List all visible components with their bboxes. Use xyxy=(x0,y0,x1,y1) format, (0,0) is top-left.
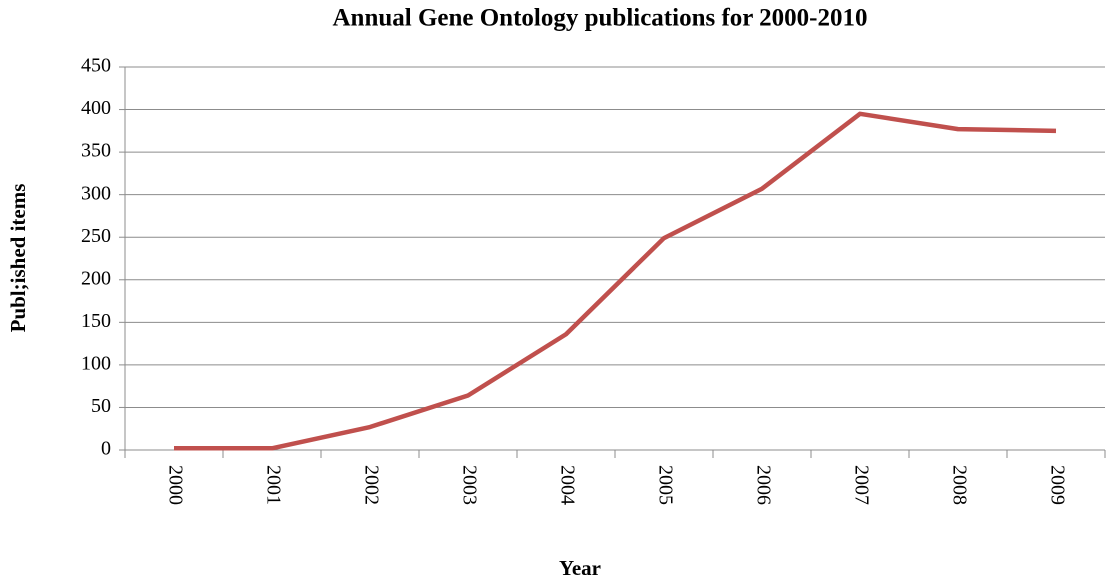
data-line xyxy=(174,111,1057,451)
y-tick-label: 0 xyxy=(101,438,111,460)
x-tick-label: 2003 xyxy=(458,465,480,505)
x-tick-label: 2001 xyxy=(262,465,284,505)
y-tick-label: 450 xyxy=(81,55,111,77)
y-tick-label: 250 xyxy=(81,225,111,247)
y-tick-label: 350 xyxy=(81,140,111,162)
y-axis-label: Publ;ished items xyxy=(6,184,30,333)
x-axis-label: Year xyxy=(559,556,601,580)
x-tick-label: 2008 xyxy=(948,465,970,505)
y-tick-label: 300 xyxy=(81,182,111,204)
x-tick-label: 2004 xyxy=(556,465,578,505)
x-tick-label: 2002 xyxy=(360,465,382,505)
y-tick-label: 100 xyxy=(81,352,111,374)
x-tick-label: 2006 xyxy=(752,465,774,505)
x-tick-label: 2000 xyxy=(164,465,186,505)
x-tick-label: 2005 xyxy=(654,465,676,505)
y-tick-label: 200 xyxy=(81,267,111,289)
chart-title: Annual Gene Ontology publications for 20… xyxy=(332,5,867,32)
y-tick-label: 400 xyxy=(81,97,111,119)
y-tick-label: 50 xyxy=(91,395,111,417)
x-tick-label: 2009 xyxy=(1046,465,1068,505)
x-tick-label: 2007 xyxy=(850,465,872,505)
y-tick-label: 150 xyxy=(81,310,111,332)
